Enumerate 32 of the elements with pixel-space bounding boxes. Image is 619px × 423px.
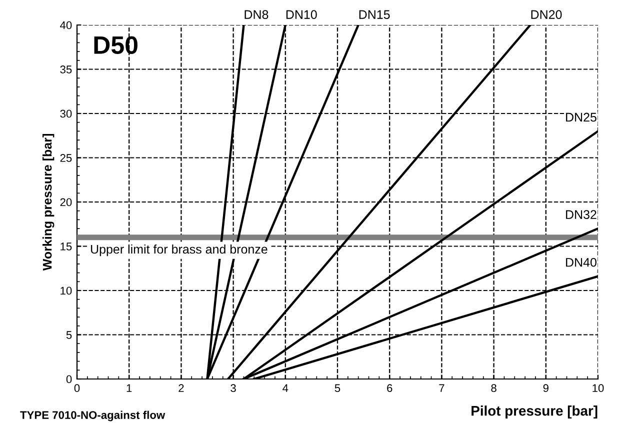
x-axis-title: Pilot pressure [bar] [472,406,598,418]
series-label: DN15 [359,10,390,19]
x-tick-label: 3 [230,384,236,392]
series-label: DN40 [566,258,596,267]
y-tick-label: 40 [60,21,72,30]
annotation: D50 [94,36,138,54]
y-tick-label: 15 [60,242,72,250]
y-tick-label: 20 [60,198,72,206]
x-tick-label: 8 [491,384,496,392]
y-tick-label: 30 [60,110,72,118]
x-tick-label: 4 [282,384,288,392]
text: TYPE 7010-NO-against flow [20,410,166,422]
x-tick-label: 7 [439,384,444,392]
x-tick-label: 0 [74,384,80,392]
y-tick-label: 0 [66,375,72,384]
series-label: DN10 [286,10,317,19]
series-label: DN32 [566,210,596,219]
x-tick-label: 9 [543,384,548,392]
series-label: DN25 [566,112,596,122]
y-tick-label: 25 [60,154,72,162]
y-tick-label: 10 [60,286,72,295]
ref-line-label: Upper limit for brass and bronze [90,244,268,256]
y-tick-label: 5 [66,331,72,339]
series-label: DN8 [244,10,268,19]
x-tick-label: 6 [387,384,392,392]
x-tick-label: 10 [592,384,604,392]
x-tick-label: 1 [126,384,132,392]
y-tick-label: 35 [60,66,72,74]
y-axis-title: Working pressure [bar] [42,134,54,271]
series-label: DN20 [531,10,562,19]
x-tick-label: 2 [178,384,184,392]
x-tick-label: 5 [334,384,340,392]
